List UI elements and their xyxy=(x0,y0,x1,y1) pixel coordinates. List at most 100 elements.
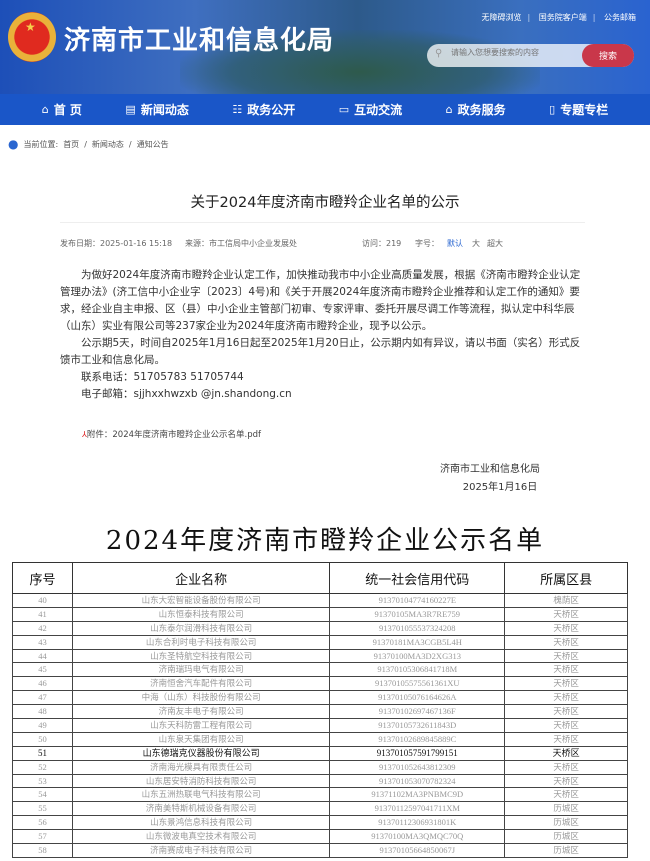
chat-icon: ▭ xyxy=(338,103,350,116)
cell-district: 天桥区 xyxy=(504,620,628,636)
cell-no: 42 xyxy=(12,620,73,636)
table-row: 52 济南海光模具有限责任公司 913701052643812309 天桥区 xyxy=(12,759,628,775)
service-icon: ⌂ xyxy=(445,103,453,116)
breadcrumb-notices[interactable]: 通知公告 xyxy=(136,139,169,149)
cell-no: 53 xyxy=(12,773,73,789)
table-row: 41 山东恒泰科技有限公司 91370105MA3R7RE759 天桥区 xyxy=(12,606,628,622)
cell-name: 山东圣特航空科技有限公司 xyxy=(71,648,331,664)
cell-code: 91371102MA3PNBMC9D xyxy=(329,787,506,803)
table-row: 49 山东天科防雷工程有限公司 91370105732611843D 天桥区 xyxy=(12,718,628,733)
table-row: 50 山东泉天集团有限公司 91370102689845889C 天桥区 xyxy=(12,731,628,747)
cell-no: 40 xyxy=(12,593,73,608)
article-body: 为做好2024年度济南市瞪羚企业认定工作，加快推动我市中小企业高质量发展，根据《… xyxy=(60,267,585,403)
table-row: 56 山东景鸿信息科技有限公司 91370112306931801K 历城区 xyxy=(12,815,628,831)
cell-no: 48 xyxy=(12,704,73,720)
col-code: 统一社会信用代码 xyxy=(329,562,506,594)
nav-services[interactable]: ⌂ 政务服务 xyxy=(445,103,506,117)
cell-code: 91370105306841718M xyxy=(329,662,506,678)
location-pin-icon: ● xyxy=(8,137,19,151)
table-row: 55 济南美特斯机械设备有限公司 91370112597041711XM 历城区 xyxy=(12,801,628,817)
cell-no: 51 xyxy=(12,745,73,761)
main-nav: ⌂ 首 页 ▤ 新闻动态 ☷ 政务公开 ▭ 互动交流 ⌂ 政务服务 ▯ 专题专栏 xyxy=(0,94,650,125)
cell-name: 山东天科防雷工程有限公司 xyxy=(71,718,331,733)
source: 来源：市工信局中小企业发展处 xyxy=(185,239,297,248)
mail-link[interactable]: 公务邮箱 xyxy=(604,13,636,22)
search-icon: ⚲ xyxy=(435,48,443,59)
nav-news[interactable]: ▤ 新闻动态 xyxy=(125,103,189,117)
cell-code: 91370105575561361XU xyxy=(329,676,506,692)
cell-district: 天桥区 xyxy=(504,759,628,775)
table-row: 54 山东五洲热联电气科技有限公司 91371102MA3PNBMC9D 天桥区 xyxy=(12,787,628,803)
cell-no: 41 xyxy=(12,606,73,622)
header-banner: ★ 济南市工业和信息化局 无障碍浏览| 国务院客户端| 公务邮箱 ⚲ 搜索 xyxy=(0,0,650,94)
table-row: 45 济南瑞玛电气有限公司 91370105306841718M 天桥区 xyxy=(12,662,628,678)
cell-name: 山东德瑞克仪器股份有限公司 xyxy=(71,745,331,761)
cell-no: 43 xyxy=(12,634,73,650)
table-row: 46 济南恒舍汽车配件有限公司 91370105575561361XU 天桥区 xyxy=(12,676,628,692)
cell-code: 913701053070782324 xyxy=(329,773,506,789)
publish-date: 发布日期：2025-01-16 15:18 xyxy=(60,239,173,248)
cell-district: 天桥区 xyxy=(504,731,628,747)
search-box: ⚲ 搜索 xyxy=(427,44,634,67)
cell-code: 91370104774160227E xyxy=(329,593,506,608)
cell-name: 济南瑞玛电气有限公司 xyxy=(71,662,331,678)
nav-home[interactable]: ⌂ 首 页 xyxy=(41,103,82,117)
col-district: 所属区县 xyxy=(504,562,628,594)
breadcrumb: ● 当前位置: 首页 / 新闻动态 / 通知公告 xyxy=(8,137,169,151)
cell-district: 天桥区 xyxy=(504,773,628,789)
cell-name: 山东泰尔润滑科技有限公司 xyxy=(71,620,331,636)
cell-code: 91370100MA3QMQC70Q xyxy=(329,829,506,845)
cell-district: 天桥区 xyxy=(504,718,628,733)
font-size-label: 字号： xyxy=(415,239,439,248)
national-emblem-logo: ★ xyxy=(8,12,56,62)
paragraph: 公示期5天，时间自2025年1月16日起至2025年1月20日止，公示期内如有异… xyxy=(60,337,581,366)
search-input[interactable] xyxy=(451,48,571,57)
contact-email: 电子邮箱：sjjhxxhwzxb @jn.shandong.cn xyxy=(81,388,292,400)
breadcrumb-news[interactable]: 新闻动态 xyxy=(91,139,124,149)
nav-topics[interactable]: ▯ 专题专栏 xyxy=(549,103,609,117)
cell-district: 历城区 xyxy=(504,801,628,817)
cell-name: 济南友丰电子有限公司 xyxy=(71,704,331,720)
news-icon: ▤ xyxy=(125,103,136,116)
sign-date: 2025年1月16日 xyxy=(462,482,538,493)
visit-count: 访问：219 xyxy=(362,239,402,248)
cell-code: 91370112597041711XM xyxy=(329,801,506,817)
cell-district: 历城区 xyxy=(504,829,628,845)
font-xlarge-button[interactable]: 超大 xyxy=(487,239,503,248)
table-row: 40 山东大宏智能设备股份有限公司 91370104774160227E 槐荫区 xyxy=(12,593,628,608)
top-links: 无障碍浏览 | 国务院客户端 | 公务邮箱 xyxy=(481,13,637,22)
home-icon: ⌂ xyxy=(41,103,49,116)
cell-no: 49 xyxy=(12,718,73,733)
table-row: 48 济南友丰电子有限公司 91370102697467136F 天桥区 xyxy=(12,704,628,720)
cell-name: 济南赛成电子科技有限公司 xyxy=(71,843,331,858)
gov-icon: ☷ xyxy=(232,103,243,116)
company-list-table: 序号 企业名称 统一社会信用代码 所属区县 40 山东大宏智能设备股份有限公司 91… xyxy=(12,562,628,858)
cell-district: 天桥区 xyxy=(504,634,628,650)
cell-name: 济南美特斯机械设备有限公司 xyxy=(71,801,331,817)
cell-code: 91370102689845889C xyxy=(329,731,506,747)
pdf-icon: ⅄ xyxy=(82,430,87,439)
table-row: 43 山东合利时电子科技有限公司 91370181MA3CGB5L4H 天桥区 xyxy=(12,634,628,650)
cell-district: 天桥区 xyxy=(504,676,628,692)
breadcrumb-home[interactable]: 首页 xyxy=(63,139,80,149)
cell-code: 913701057591799151 xyxy=(329,745,506,761)
cell-name: 山东微波电真空技术有限公司 xyxy=(71,829,331,845)
cell-district: 天桥区 xyxy=(504,648,628,664)
search-button[interactable]: 搜索 xyxy=(582,44,634,67)
nav-gov-open[interactable]: ☷ 政务公开 xyxy=(232,103,296,117)
attachment-link[interactable]: ⅄附件：2024年度济南市瞪羚企业公示名单.pdf xyxy=(82,430,262,440)
cell-code: 91370105664850067J xyxy=(329,843,506,858)
cell-no: 45 xyxy=(12,662,73,678)
table-row: 44 山东圣特航空科技有限公司 91370100MA3D2XG313 天桥区 xyxy=(12,648,628,664)
nav-interaction[interactable]: ▭ 互动交流 xyxy=(338,103,403,117)
font-large-button[interactable]: 大 xyxy=(472,239,480,248)
cell-no: 52 xyxy=(12,759,73,775)
cell-no: 55 xyxy=(12,801,73,817)
accessibility-link[interactable]: 无障碍浏览 xyxy=(481,13,522,22)
cell-no: 56 xyxy=(12,815,73,831)
table-row: 58 济南赛成电子科技有限公司 91370105664850067J 历城区 xyxy=(12,843,628,858)
list-title: 2024年度济南市瞪羚企业公示名单 xyxy=(105,526,545,556)
app-link[interactable]: 国务院客户端 xyxy=(538,13,587,22)
col-no: 序号 xyxy=(12,562,73,594)
font-default-button[interactable]: 默认 xyxy=(447,239,463,248)
